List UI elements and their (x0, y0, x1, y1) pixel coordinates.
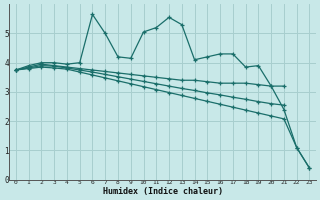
X-axis label: Humidex (Indice chaleur): Humidex (Indice chaleur) (103, 187, 223, 196)
